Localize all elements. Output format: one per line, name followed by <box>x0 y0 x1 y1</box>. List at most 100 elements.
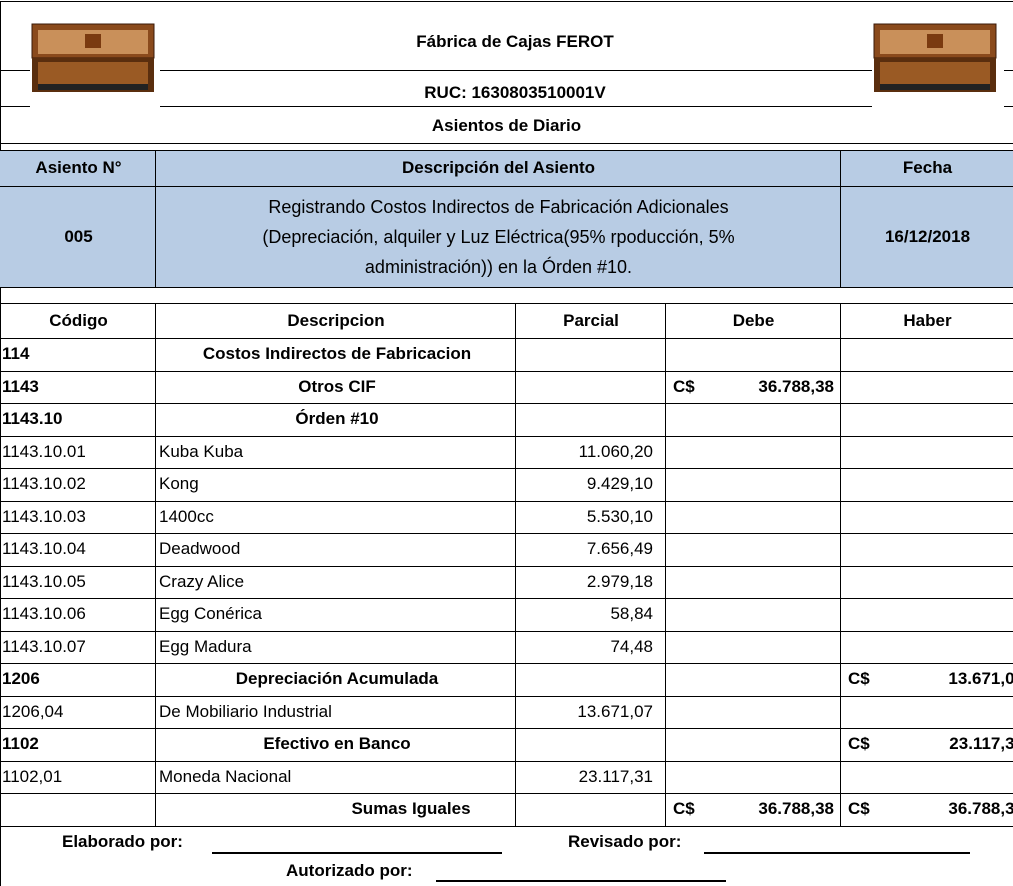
rule <box>840 150 841 287</box>
account-code: 1206 <box>2 669 40 689</box>
account-description: Egg Conérica <box>159 604 263 624</box>
rule <box>0 500 1013 502</box>
signature-label: Autorizado por: <box>286 860 413 880</box>
account-description: Kuba Kuba <box>159 441 244 461</box>
currency: C$ <box>848 734 870 754</box>
rule <box>212 851 502 854</box>
ruc: RUC: 1630803510001V <box>424 83 606 102</box>
rule <box>0 1 1 886</box>
account-code: 1102,01 <box>2 766 63 786</box>
totals-label: Sumas Iguales <box>351 799 471 819</box>
rule <box>0 403 1013 404</box>
entry-header: Descripción del Asiento <box>155 150 840 186</box>
rule <box>0 565 1013 567</box>
rule <box>0 533 1013 534</box>
partial-amount: 58,84 <box>610 604 653 624</box>
column-header: Parcial <box>563 310 619 330</box>
account-description: Depreciación Acumulada <box>235 669 439 689</box>
rule <box>0 598 1013 599</box>
description-line: Registrando Costos Indirectos de Fabrica… <box>268 196 729 217</box>
rule <box>1004 106 1013 107</box>
entry-date: 16/12/2018 <box>840 186 1013 287</box>
rule <box>0 695 1013 697</box>
rule <box>0 435 1013 437</box>
company-title: Fábrica de Cajas FEROT <box>416 32 614 51</box>
amount: 23.117,31 <box>949 734 1013 754</box>
account-code: 1143.10.07 <box>2 636 86 656</box>
column-header: Haber <box>903 310 952 330</box>
account-description: Órden #10 <box>295 409 379 429</box>
currency: C$ <box>673 799 695 819</box>
account-description: 1400cc <box>159 506 214 526</box>
column-header: Descripcion <box>287 310 385 330</box>
entry-header: Asiento N° <box>0 150 155 186</box>
rule <box>704 851 970 854</box>
rule <box>0 630 1013 632</box>
amount: 36.788,38 <box>758 799 834 819</box>
account-code: 114 <box>2 344 30 364</box>
amount: 13.671,07 <box>948 669 1013 689</box>
rule <box>160 70 872 71</box>
rule <box>0 760 1013 762</box>
currency: C$ <box>848 799 870 819</box>
account-description: Otros CIF <box>298 376 376 396</box>
partial-amount: 7.656,49 <box>586 539 653 559</box>
rule <box>160 106 872 107</box>
rule <box>0 1 1013 2</box>
signature-label: Elaborado por: <box>62 831 183 851</box>
rule <box>0 728 1013 729</box>
account-description: Efectivo en Banco <box>263 734 411 754</box>
rule <box>665 303 666 826</box>
account-description: Kong <box>159 474 199 494</box>
rule <box>0 186 1013 187</box>
account-code: 1143.10.05 <box>2 571 86 591</box>
account-code: 1102 <box>2 734 39 754</box>
account-code: 1143.10.06 <box>2 604 86 624</box>
account-code: 1206,04 <box>2 701 64 721</box>
cigar-box-icon <box>31 23 155 92</box>
column-header: Debe <box>732 310 775 330</box>
rule <box>155 150 156 287</box>
column-header: Código <box>49 310 108 330</box>
rule <box>0 793 1013 794</box>
account-code: 1143 <box>2 376 39 396</box>
amount: 36.788,38 <box>948 799 1013 819</box>
account-description: De Mobiliario Industrial <box>159 701 332 721</box>
account-code: 1143.10.01 <box>2 441 86 461</box>
rule <box>0 468 1013 469</box>
account-code: 1143.10.04 <box>2 539 86 559</box>
entry-number: 005 <box>0 186 155 287</box>
partial-amount: 9.429,10 <box>586 474 653 494</box>
rule <box>515 303 516 826</box>
partial-amount: 2.979,18 <box>586 571 653 591</box>
rule <box>0 106 30 107</box>
rule <box>0 663 1013 664</box>
partial-amount: 23.117,31 <box>578 766 653 786</box>
rule <box>0 338 1013 339</box>
amount: 36.788,38 <box>758 376 834 396</box>
account-code: 1143.10 <box>2 409 63 429</box>
currency: C$ <box>673 376 695 396</box>
rule <box>0 303 1013 304</box>
account-code: 1143.10.02 <box>2 474 86 494</box>
entry-description: Registrando Costos Indirectos de Fabrica… <box>155 186 840 287</box>
account-description: Costos Indirectos de Fabricacion <box>202 344 472 364</box>
currency: C$ <box>848 669 870 689</box>
rule <box>0 370 1013 372</box>
rule <box>0 825 1013 827</box>
partial-amount: 74,48 <box>610 636 653 656</box>
account-description: Crazy Alice <box>159 571 245 591</box>
rule <box>840 303 841 826</box>
partial-amount: 11.060,20 <box>578 441 653 461</box>
signature-label: Revisado por: <box>568 831 682 851</box>
description-line: administración)) en la Órden #10. <box>364 256 633 277</box>
rule <box>436 879 726 882</box>
rule <box>0 143 1013 144</box>
rule <box>0 287 1013 288</box>
rule <box>1004 70 1013 71</box>
description-line: (Depreciación, alquiler y Luz Eléctrica(… <box>262 226 735 247</box>
rule <box>0 70 30 71</box>
partial-amount: 5.530,10 <box>586 506 653 526</box>
rule <box>0 150 1013 151</box>
